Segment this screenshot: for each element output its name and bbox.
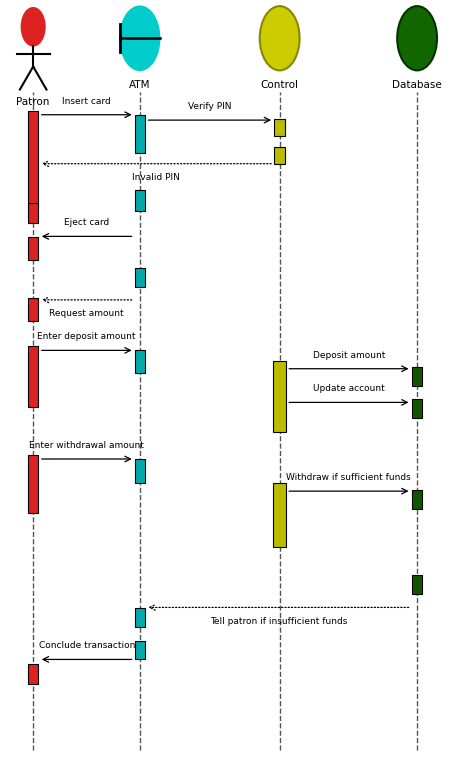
Text: Insert card: Insert card (63, 96, 111, 106)
Bar (28, 203, 38, 223)
Bar (274, 147, 285, 164)
Bar (28, 664, 38, 684)
Bar (273, 361, 286, 432)
Bar (28, 346, 38, 407)
Text: Control: Control (261, 80, 299, 90)
Bar (412, 399, 422, 418)
Text: Enter withdrawal amount: Enter withdrawal amount (29, 441, 144, 450)
Text: Update account: Update account (313, 384, 385, 393)
Text: Eject card: Eject card (64, 218, 109, 227)
Text: Withdraw if sufficient funds: Withdraw if sufficient funds (286, 473, 411, 482)
Text: Patron: Patron (17, 97, 50, 107)
Text: Database: Database (392, 80, 442, 90)
Bar (135, 641, 145, 659)
Text: Conclude transaction: Conclude transaction (38, 641, 135, 650)
Bar (28, 455, 38, 513)
Text: Request amount: Request amount (49, 309, 124, 318)
Circle shape (120, 6, 160, 70)
Bar (28, 298, 38, 321)
Text: Deposit amount: Deposit amount (313, 350, 385, 360)
Bar (135, 608, 145, 627)
Circle shape (21, 8, 45, 46)
Text: Verify PIN: Verify PIN (188, 102, 231, 111)
Bar (412, 367, 422, 386)
Circle shape (397, 6, 437, 70)
Bar (28, 111, 38, 207)
Text: Enter deposit amount: Enter deposit amount (37, 332, 136, 341)
Bar (135, 268, 145, 287)
Bar (28, 237, 38, 260)
Bar (135, 350, 145, 373)
Bar (135, 459, 145, 483)
Text: ATM: ATM (129, 80, 151, 90)
Bar (273, 483, 286, 547)
Bar (412, 490, 422, 509)
Bar (135, 190, 145, 211)
Text: Invalid PIN: Invalid PIN (132, 173, 181, 182)
Circle shape (260, 6, 300, 70)
Bar (412, 575, 422, 594)
Bar (274, 119, 285, 136)
Bar (135, 115, 145, 153)
Text: Tell patron if insufficient funds: Tell patron if insufficient funds (210, 617, 347, 626)
